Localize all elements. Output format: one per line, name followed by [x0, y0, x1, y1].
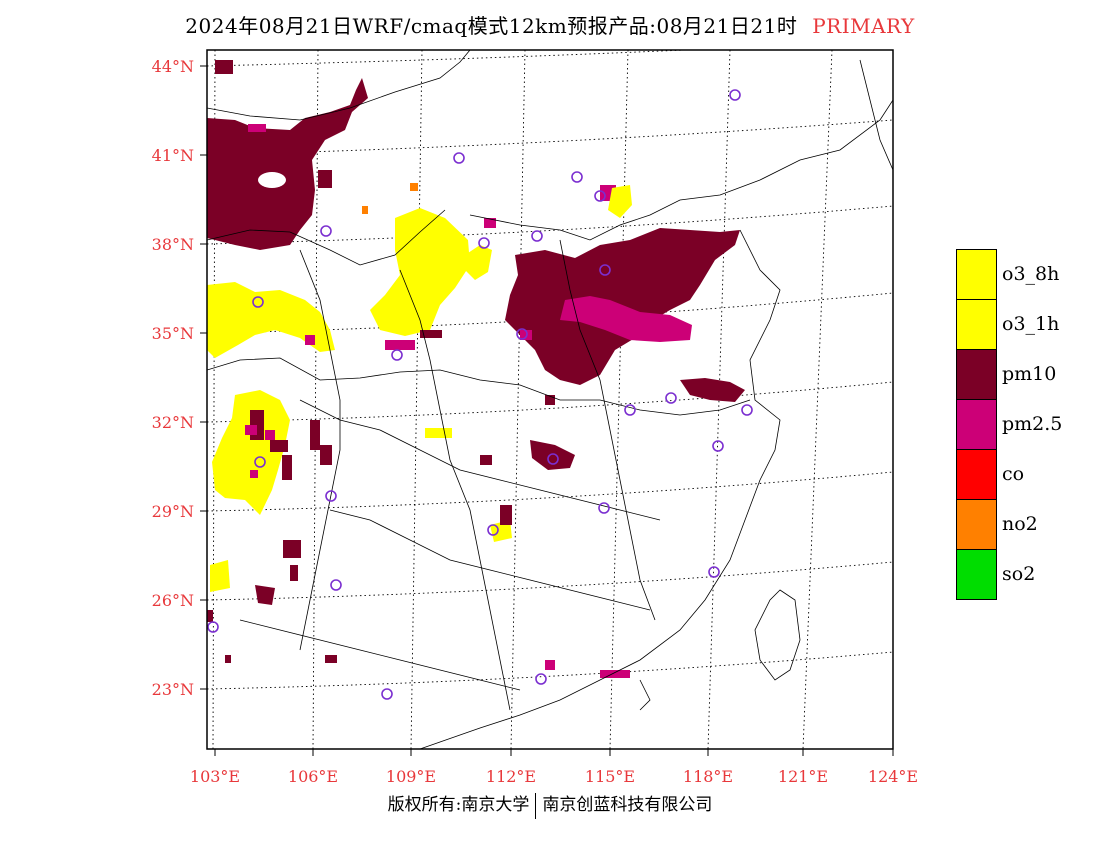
station-markers: [207, 89, 753, 700]
gap: [258, 172, 286, 188]
longitude-labels: 103°E 106°E 109°E 112°E 115°E 118°E 121°E 124°E: [190, 767, 918, 786]
longitude-label: 124°E: [868, 767, 918, 786]
pm10-region-east: [255, 228, 745, 605]
map-title: 2024年08月21日WRF/cmaq模式12km预报产品:08月21日21时 …: [0, 10, 1100, 39]
boundaries: [207, 50, 893, 749]
footer-separator: [535, 792, 537, 819]
longitude-label: 115°E: [585, 767, 635, 786]
longitude-label: 118°E: [683, 767, 733, 786]
legend-swatch: [956, 449, 997, 500]
legend-label: pm2.5: [1002, 413, 1063, 435]
pm10-region-north: [207, 60, 368, 250]
footer-owner: 版权所有:南京大学: [387, 795, 530, 815]
latitude-label: 23°N: [152, 680, 194, 699]
legend-swatch: [956, 399, 997, 450]
map-frame: [206, 49, 894, 750]
latitude-label: 32°N: [152, 413, 194, 432]
legend-label: o3_8h: [1002, 263, 1060, 285]
legend-label: co: [1002, 463, 1025, 485]
legend-swatch: [956, 249, 997, 300]
legend-swatch: [956, 499, 997, 550]
longitude-label: 112°E: [486, 767, 536, 786]
longitude-label: 109°E: [386, 767, 436, 786]
latitude-label: 29°N: [152, 502, 194, 521]
copyright-footer: 版权所有:南京大学 南京创蓝科技有限公司: [0, 790, 1100, 819]
legend-swatch: [956, 349, 997, 400]
no2-patch: [410, 183, 418, 191]
title-main: 2024年08月21日WRF/cmaq模式12km预报产品:08月21日21时: [185, 14, 798, 38]
latitude-label: 35°N: [152, 324, 194, 343]
graticule: [207, 50, 893, 749]
legend-swatch: [956, 549, 997, 600]
no2-patch-2: [362, 206, 368, 214]
latitude-labels: 44°N 41°N 38°N 35°N 32°N 29°N 26°N 23°N: [152, 57, 194, 699]
legend-label: no2: [1002, 513, 1038, 535]
latitude-label: 26°N: [152, 591, 194, 610]
o3-region-central: [370, 185, 632, 336]
legend-label: so2: [1002, 563, 1036, 585]
pm25-patch: [248, 124, 266, 132]
footer-company: 南京创蓝科技有限公司: [542, 795, 713, 815]
o3-region-west: [207, 282, 512, 592]
longitude-label: 121°E: [778, 767, 828, 786]
tick-marks: [200, 65, 894, 756]
longitude-label: 106°E: [288, 767, 338, 786]
legend-swatch: [956, 299, 997, 350]
pm25-region-southwest: [245, 218, 555, 670]
legend-label: pm10: [1002, 363, 1057, 385]
latitude-label: 38°N: [152, 235, 194, 254]
title-primary-tag: PRIMARY: [812, 14, 915, 38]
legend-label: o3_1h: [1002, 313, 1060, 335]
longitude-label: 103°E: [190, 767, 240, 786]
latitude-label: 44°N: [152, 57, 194, 76]
latitude-label: 41°N: [152, 146, 194, 165]
